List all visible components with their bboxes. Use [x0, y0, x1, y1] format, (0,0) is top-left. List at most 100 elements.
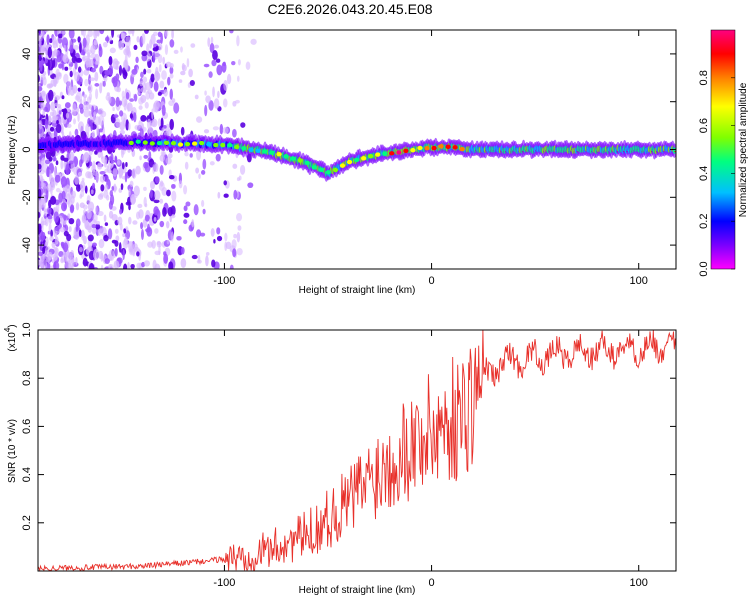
spectrogram-noise-cell [236, 75, 240, 82]
spectrogram-noise-cell [105, 194, 110, 201]
spectrogram-noise-cell [38, 74, 41, 83]
snr-scale-exponent: 4 [3, 327, 12, 332]
spectrogram-noise-cell [201, 199, 205, 208]
spectrogram-noise-cell [123, 263, 128, 269]
spectrogram-noise-cell [231, 60, 236, 66]
spectrogram-noise-cell [118, 64, 123, 76]
spectrogram-noise-cell [40, 216, 45, 228]
spectrogram-noise-cell [145, 90, 151, 100]
spectrogram-noise-cell [215, 153, 221, 162]
spectrogram-noise-cell [92, 160, 96, 172]
spectrogram-noise-cell [204, 90, 207, 96]
spectrogram-noise-cell [69, 151, 75, 162]
spectrogram-noise-cell [138, 97, 144, 105]
spectrogram-noise-cell [152, 259, 157, 269]
spectrogram-noise-cell [129, 113, 134, 119]
spectrogram-noise-cell [112, 167, 118, 177]
spectrogram-noise-cell [60, 257, 64, 264]
colorbar-tick-label: 0.4 [698, 166, 710, 181]
spectrogram-noise-cell [140, 229, 144, 241]
spectrogram-noise-cell [186, 57, 190, 68]
spectrogram-noise-cell [122, 239, 129, 249]
spectrogram-noise-cell [163, 253, 169, 264]
spectrogram-noise-cell [89, 77, 96, 82]
spectrogram-noise-cell [180, 247, 185, 255]
spectrogram-noise-cell [128, 241, 134, 252]
spectrogram-noise-cell [83, 235, 87, 245]
spectrogram-noise-cell [83, 94, 88, 99]
spectrogram-noise-cell [77, 121, 85, 132]
spectrogram-noise-cell [75, 223, 79, 233]
spectrogram-noise-cell [39, 244, 43, 251]
spectrogram-noise-cell [90, 67, 97, 73]
spectrogram-noise-cell [51, 36, 57, 45]
spectrogram-noise-cell [38, 119, 43, 130]
spectrogram-noise-cell [62, 54, 69, 63]
spectrogram-noise-cell [165, 157, 172, 165]
spectrogram-noise-cell [168, 174, 175, 180]
spectrogram-noise-cell [65, 251, 72, 263]
spectrogram-noise-cell [152, 164, 156, 174]
spectrogram-noise-cell [83, 106, 88, 111]
spectrogram-noise-cell [217, 90, 220, 99]
spectrogram-noise-cell [202, 158, 207, 170]
spectrogram-noise-cell [79, 194, 83, 199]
spectrogram-noise-cell [216, 64, 223, 76]
spectrogram-noise-cell [131, 168, 137, 179]
spectrogram-noise-cell [124, 99, 128, 106]
snr-xtick-label: 0 [429, 577, 435, 589]
spectrogram-noise-cell [108, 200, 113, 210]
spectrogram-noise-cell [46, 183, 53, 192]
spectrogram-noise-cell [160, 32, 163, 44]
spectrogram-noise-cell [104, 168, 109, 173]
spectrogram-noise-cell [65, 112, 70, 119]
spectrogram-noise-cell [203, 129, 210, 134]
spectrogram-noise-cell [166, 189, 171, 197]
spectrogram-noise-cell [158, 64, 162, 73]
spectrogram-noise-cell [133, 112, 137, 123]
spectrogram-noise-cell [38, 174, 41, 185]
spectrogram-noise-cell [126, 102, 133, 112]
spectrogram-peak-cell [417, 145, 423, 151]
spectrogram-noise-cell [142, 76, 148, 83]
spectrogram-noise-cell [40, 46, 44, 59]
spectrogram-noise-cell [171, 183, 176, 189]
spectrogram-noise-cell [83, 95, 87, 107]
spectrogram-peak-cell [452, 145, 458, 150]
spectrogram-noise-cell [87, 234, 94, 242]
spectrogram-noise-cell [156, 240, 161, 246]
spectrogram-noise-cell [77, 66, 82, 73]
spectrogram-noise-cell [146, 43, 150, 54]
spectrogram-peak-cell [325, 170, 332, 175]
spectrogram-noise-cell [223, 79, 228, 91]
spectrogram-peak-cell [353, 157, 360, 163]
spectrogram-noise-cell [77, 36, 81, 43]
colorbar-tick-label: 0.0 [698, 261, 710, 276]
spectrogram-noise-cell [129, 180, 134, 187]
spectrogram-peak-cell [184, 141, 191, 147]
spectrogram-noise-cell [53, 49, 58, 57]
spectrogram-noise-cell [185, 201, 191, 207]
spectrogram-noise-cell [43, 30, 49, 33]
spectrogram-noise-cell [103, 175, 109, 183]
spectrogram-noise-cell [210, 36, 214, 45]
snr-panel: -100 0 100 0.2 0.4 0.6 0.8 1.0 Height of straig… [3, 322, 677, 596]
spectrogram-peak-cell [199, 140, 205, 146]
spectrogram-noise-cell [87, 83, 93, 94]
spectrogram-noise-cell [119, 208, 123, 215]
spectrogram-noise-cell [247, 182, 254, 189]
spectrogram-noise-cell [53, 157, 57, 162]
spectrogram-noise-cell [160, 117, 164, 129]
spectrogram-noise-cell [120, 31, 124, 40]
spectrogram-noise-cell [42, 246, 46, 255]
colorbar-ticks: 0.0 0.2 0.4 0.6 0.8 [698, 70, 735, 277]
snr-xtick-label: 100 [630, 577, 648, 589]
spectrogram-noise-cell [159, 165, 164, 175]
spectrogram-noise-cell [111, 186, 115, 191]
spectrogram-noise-cell [183, 205, 188, 212]
spectrogram-noise-cell [71, 109, 77, 116]
spectrogram-peak-cell [170, 141, 177, 146]
spectrogram-noise-cell [49, 38, 53, 44]
spectrogram-noise-cell [103, 74, 108, 82]
spectrogram-noise-cell [212, 50, 218, 61]
